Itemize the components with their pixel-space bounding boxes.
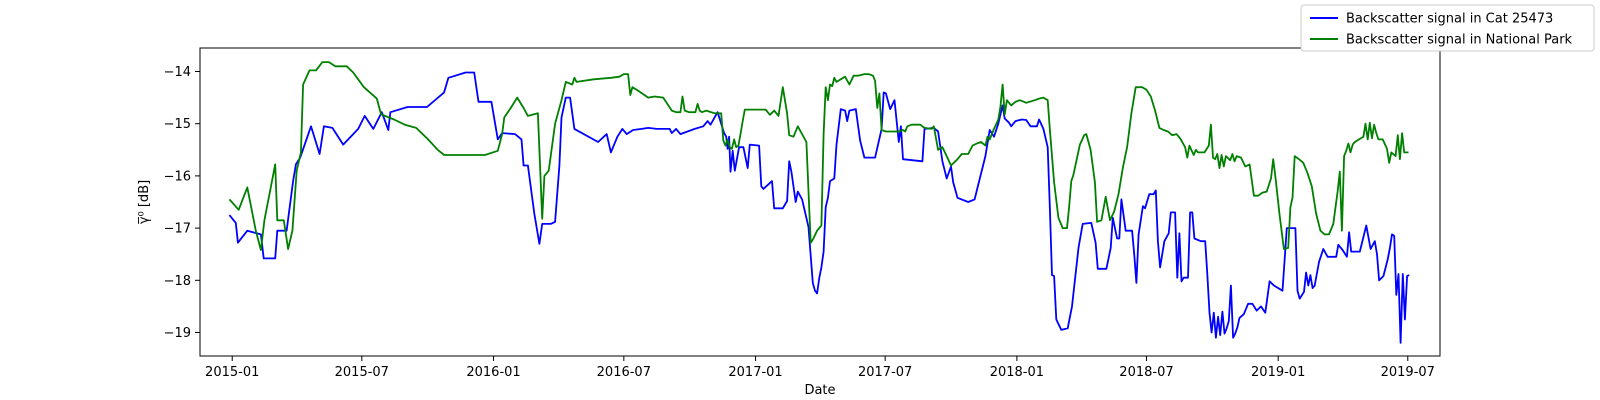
- y-tick-label: −15: [164, 117, 191, 132]
- y-axis-label: γ̅⁰ [dB]: [137, 180, 152, 224]
- y-tick-label: −18: [164, 274, 191, 289]
- legend-label-park: Backscatter signal in National Park: [1346, 33, 1573, 48]
- y-axis: −14 −15 −16 −17 −18 −19: [164, 65, 200, 341]
- x-tick-label: 2015-01: [205, 365, 259, 380]
- x-tick-label: 2018-01: [990, 365, 1044, 380]
- series-line-0: [228, 71, 1410, 344]
- y-tick-label: −19: [164, 326, 191, 341]
- plot-frame: [199, 47, 1441, 357]
- y-tick-label: −16: [164, 169, 191, 184]
- x-tick-label: 2016-01: [466, 365, 520, 380]
- x-tick-label: 2015-07: [335, 365, 389, 380]
- x-tick-label: 2019-07: [1381, 365, 1435, 380]
- x-axis-label: Date: [804, 383, 835, 398]
- x-tick-label: 2017-01: [728, 365, 782, 380]
- legend-label-cat: Backscatter signal in Cat 25473: [1346, 12, 1553, 27]
- series-line-1: [228, 61, 1409, 251]
- legend-box: [1300, 4, 1595, 52]
- plot-area: [200, 48, 1440, 356]
- legend: Backscatter signal in Cat 25473 Backscat…: [1300, 4, 1595, 52]
- x-tick-label: 2019-01: [1251, 365, 1305, 380]
- x-tick-label: 2016-07: [597, 365, 651, 380]
- series-layer: [228, 61, 1410, 344]
- x-tick-label: 2018-07: [1119, 365, 1173, 380]
- y-tick-label: −17: [164, 222, 191, 237]
- y-tick-label: −14: [164, 65, 191, 80]
- x-tick-label: 2017-07: [858, 365, 912, 380]
- x-axis: 2015-01 2015-07 2016-01 2016-07 2017-01 2017-…: [205, 356, 1435, 380]
